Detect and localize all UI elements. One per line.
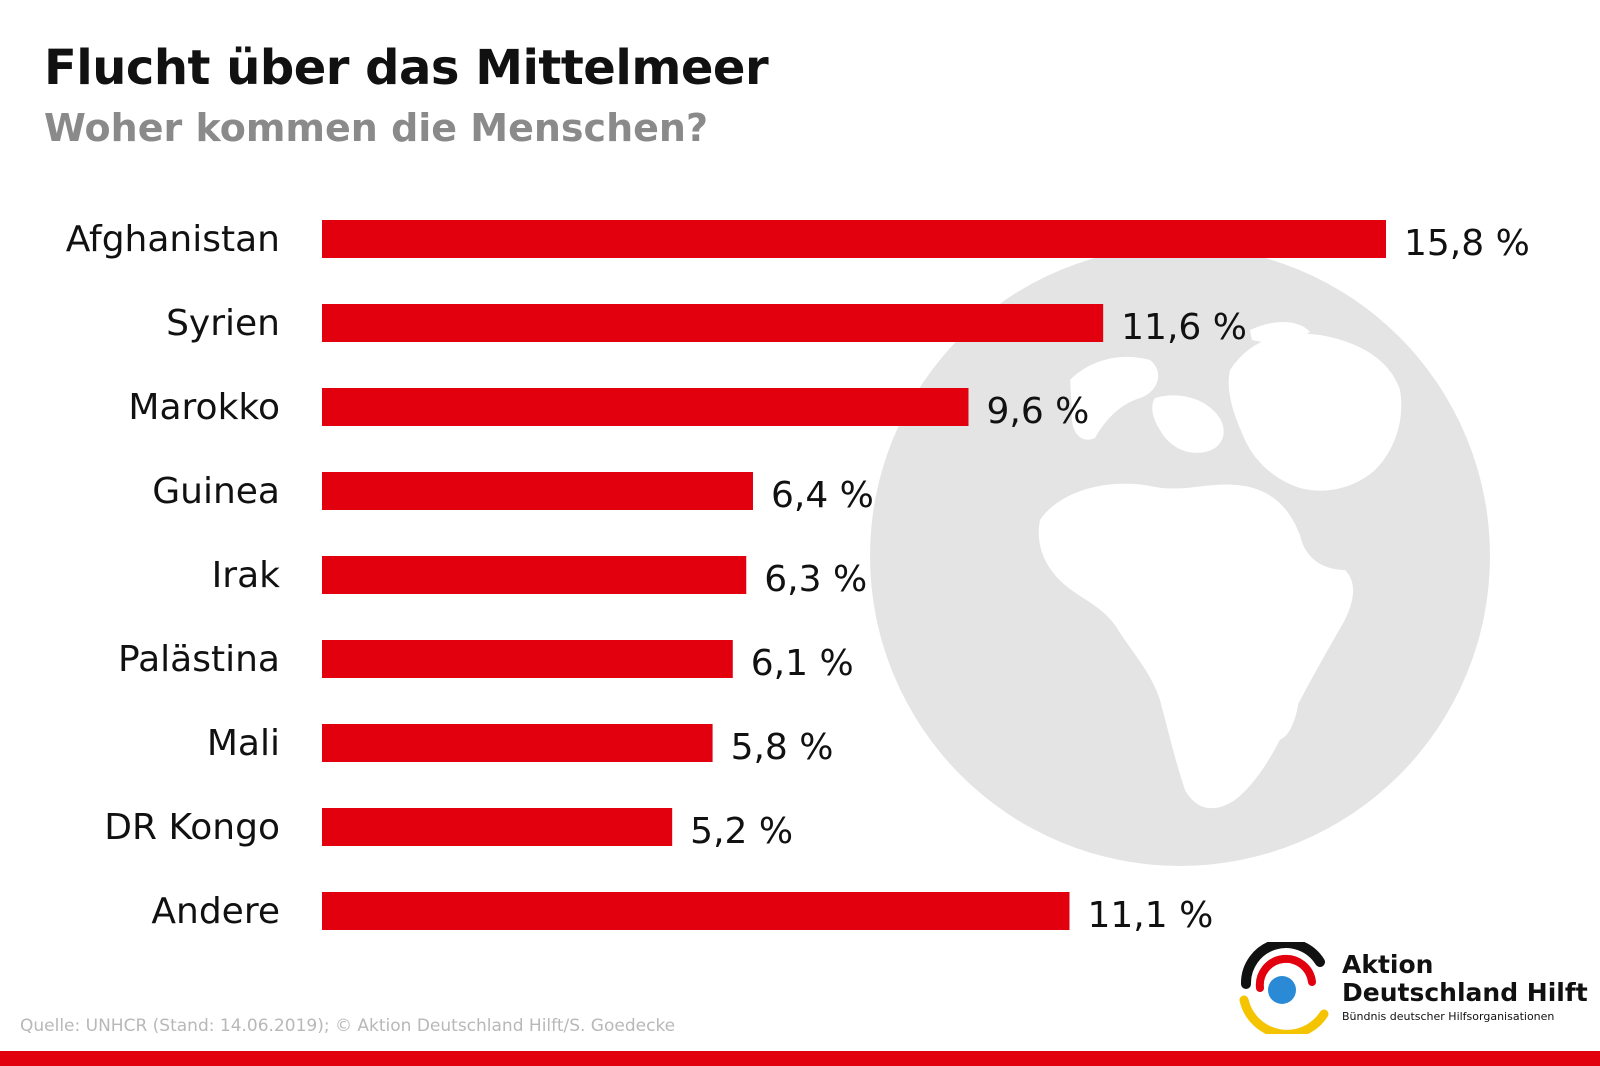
category-label: Guinea xyxy=(152,471,280,512)
aktion-deutschland-hilft-logo-icon xyxy=(1239,942,1329,1034)
source-note: Quelle: UNHCR (Stand: 14.06.2019); © Akt… xyxy=(20,1016,676,1036)
chart-subtitle: Woher kommen die Menschen? xyxy=(44,106,708,150)
chart-title: Flucht über das Mittelmeer xyxy=(44,40,769,96)
bar xyxy=(322,640,733,678)
bar xyxy=(322,304,1104,342)
bar xyxy=(322,724,713,762)
category-label: Mali xyxy=(207,723,280,764)
logo-line2: Deutschland Hilft xyxy=(1342,978,1588,1007)
data-label: 11,6 % xyxy=(1121,307,1247,348)
logo-line1: Aktion xyxy=(1342,950,1434,979)
category-label: DR Kongo xyxy=(104,807,280,848)
logo-tagline: Bündnis deutscher Hilfsorganisationen xyxy=(1342,1010,1555,1023)
category-label: Afghanistan xyxy=(66,219,280,260)
data-label: 6,4 % xyxy=(771,475,874,516)
category-label: Andere xyxy=(151,891,280,932)
bar xyxy=(322,388,969,426)
data-label: 5,8 % xyxy=(731,727,834,768)
bar xyxy=(322,220,1386,258)
bar xyxy=(322,808,673,846)
category-label: Syrien xyxy=(166,303,280,344)
data-label: 9,6 % xyxy=(986,391,1089,432)
data-label: 15,8 % xyxy=(1404,223,1530,264)
bottom-accent-bar xyxy=(0,1051,1600,1066)
bar xyxy=(322,556,747,594)
category-label: Palästina xyxy=(118,639,280,680)
bar xyxy=(322,472,753,510)
data-label: 5,2 % xyxy=(690,811,793,852)
data-label: 6,1 % xyxy=(751,643,854,684)
category-label: Marokko xyxy=(128,387,280,428)
bar xyxy=(322,892,1070,930)
category-label: Irak xyxy=(212,555,280,596)
data-label: 6,3 % xyxy=(764,559,867,600)
data-label: 11,1 % xyxy=(1087,895,1213,936)
